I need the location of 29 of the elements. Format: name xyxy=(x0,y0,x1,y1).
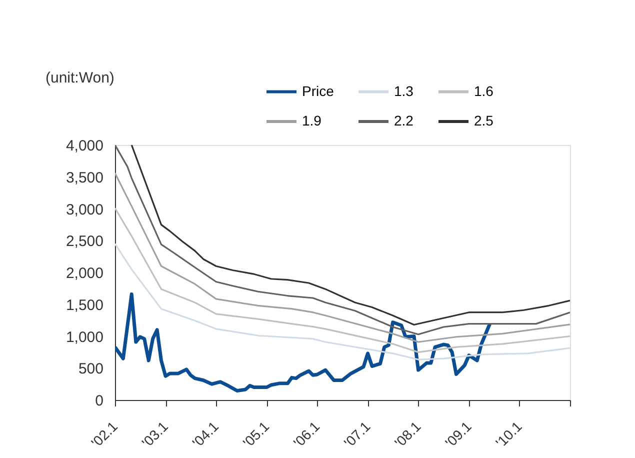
y-tick-label: 3,500 xyxy=(66,169,104,186)
y-tick-label: 1,500 xyxy=(66,296,104,314)
y-tick-label: 500 xyxy=(78,360,104,378)
y-tick-label: 0 xyxy=(95,392,104,410)
legend-label: 1.9 xyxy=(302,112,322,128)
legend-label: Price xyxy=(302,82,334,99)
legend-label: 1.6 xyxy=(474,82,494,99)
line-series xyxy=(115,207,570,353)
x-tick-label: '06.1 xyxy=(290,418,323,451)
legend-label: 2.5 xyxy=(474,112,494,128)
y-axis-title: (unit:Won) xyxy=(46,70,114,86)
y-tick-label: 1,000 xyxy=(66,328,104,346)
x-tick-label: '03.1 xyxy=(138,418,172,451)
line-series xyxy=(115,172,570,343)
y-tick-label: 3,000 xyxy=(66,201,104,218)
x-tick-label: '10.1 xyxy=(492,418,526,451)
y-tick-label: 2,500 xyxy=(66,233,104,250)
line-series xyxy=(115,292,492,393)
legend-label: 2.2 xyxy=(394,112,414,128)
legend-label: 1.3 xyxy=(394,82,414,99)
y-tick-label: 4,000 xyxy=(66,138,104,154)
x-tick-label: '02.1 xyxy=(88,418,121,451)
line-series xyxy=(115,243,570,360)
x-tick-label: '08.1 xyxy=(391,418,424,451)
y-tick-label: 2,000 xyxy=(66,265,104,282)
x-tick-label: '09.1 xyxy=(442,418,475,451)
x-tick-label: '07.1 xyxy=(340,418,374,451)
x-tick-label: '04.1 xyxy=(189,418,222,451)
x-tick-label: '05.1 xyxy=(240,418,272,451)
